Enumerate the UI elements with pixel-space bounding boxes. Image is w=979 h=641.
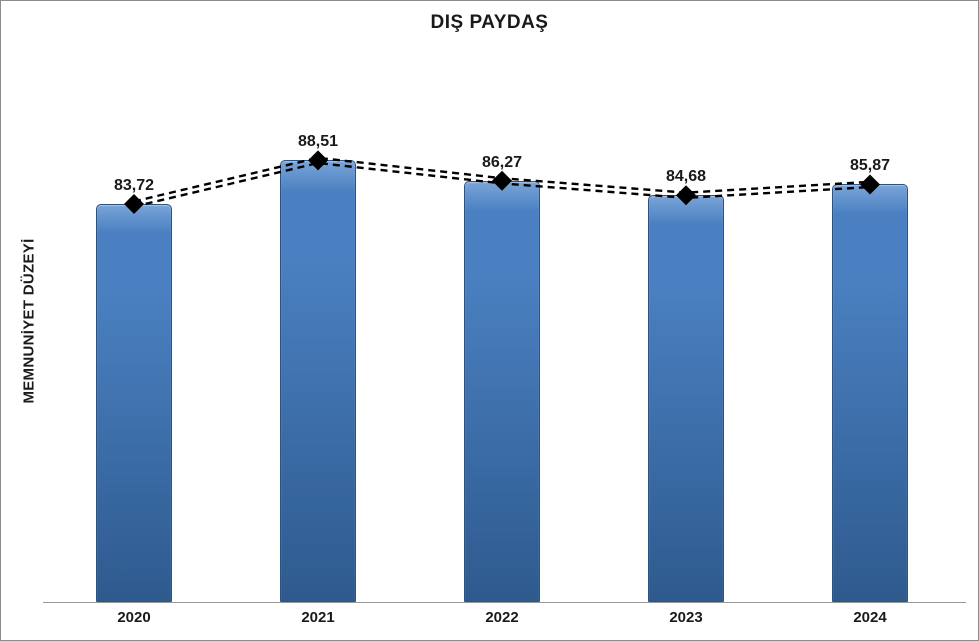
data-label-2022: 86,27 (481, 153, 523, 171)
x-axis-label-2024: 2024 (853, 609, 887, 626)
data-label-2020: 83,72 (113, 177, 155, 195)
plot-area: 83,72 88,51 86,27 84,68 85,87 (1, 1, 978, 603)
chart-title: DIŞ PAYDAŞ (430, 12, 549, 33)
x-axis-label-2021: 2021 (301, 609, 335, 626)
data-label-2024: 85,87 (849, 157, 891, 175)
bar-2023 (648, 195, 724, 602)
x-axis-line (43, 602, 966, 603)
data-label-2021: 88,51 (297, 133, 339, 151)
x-axis-label-2022: 2022 (485, 609, 519, 626)
x-axis-label-2023: 2023 (669, 609, 703, 626)
x-axis-label-2020: 2020 (117, 609, 151, 626)
data-label-2023: 84,68 (665, 168, 707, 186)
bar-2021 (280, 160, 356, 602)
bar-2024 (832, 184, 908, 602)
bar-2022 (464, 180, 540, 602)
bar-2020 (96, 204, 172, 602)
